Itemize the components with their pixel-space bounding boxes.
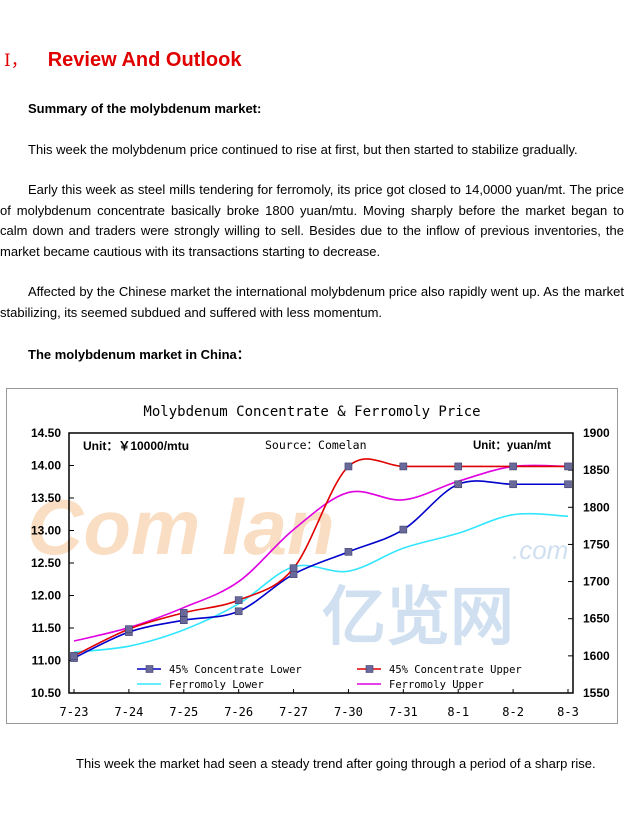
right-tick-label: 1550 <box>583 686 610 700</box>
data-point-45-concentrate-upper <box>70 652 78 660</box>
data-point-45-concentrate-lower <box>509 480 517 489</box>
legend-marker-45-concentrate-upper <box>365 665 374 673</box>
left-tick-label: 11.50 <box>32 621 62 635</box>
section-title: Review And Outlook <box>47 49 242 71</box>
series-line-45-concentrate-lower <box>73 480 568 659</box>
series-line-45-concentrate-upper <box>73 458 568 657</box>
chart-title: Molybdenum Concentrate & Ferromoly Price <box>143 404 480 420</box>
right-tick-label: 1700 <box>583 575 610 589</box>
data-point-45-concentrate-lower <box>454 480 463 489</box>
data-point-45-concentrate-lower <box>234 607 243 616</box>
watermark: Com lan .com 亿览网 <box>27 483 568 653</box>
x-tick-label: 7-26 <box>224 705 253 719</box>
watermark-chinese: 亿览网 <box>322 581 514 653</box>
x-tick-label: 8-1 <box>447 705 469 719</box>
section-heading: I， Review And Outlook <box>4 46 241 72</box>
left-unit-label: Unit：￥10000/mtu <box>83 439 189 453</box>
left-tick-label: 13.00 <box>31 524 61 538</box>
x-tick-label: 7-24 <box>114 705 143 719</box>
series-line-ferromoly-upper <box>73 464 569 642</box>
right-unit-label: Unit：yuan/mt <box>473 440 551 452</box>
closing-paragraph: This week the market had seen a steady t… <box>76 756 596 771</box>
x-tick-label: 7-25 <box>169 705 198 719</box>
right-tick-label: 1850 <box>583 463 610 477</box>
data-point-45-concentrate-upper <box>125 625 133 633</box>
legend-label-45-concentrate-lower: 45% Concentrate Lower <box>169 664 302 676</box>
section-number: I， <box>4 51 28 71</box>
data-point-45-concentrate-lower <box>344 548 353 556</box>
data-point-45-concentrate-upper <box>564 462 572 471</box>
data-point-45-concentrate-upper <box>179 608 188 617</box>
right-tick-label: 1750 <box>583 537 610 551</box>
left-tick-label: 12.00 <box>31 589 61 603</box>
right-tick-label: 1650 <box>583 612 610 626</box>
data-point-45-concentrate-lower <box>179 616 188 624</box>
left-tick-label: 14.00 <box>31 459 61 473</box>
data-point-45-concentrate-lower <box>399 525 408 534</box>
data-point-45-concentrate-upper <box>234 596 243 604</box>
data-point-45-concentrate-upper <box>454 462 463 471</box>
x-tick-label: 7-23 <box>60 705 89 719</box>
left-tick-label: 11.00 <box>32 654 62 668</box>
series-line-ferromoly-lower <box>73 512 569 653</box>
left-tick-label: 14.50 <box>31 426 61 440</box>
x-tick-label: 7-31 <box>389 705 418 719</box>
paragraph-1: This week the molybdenum price continued… <box>28 142 578 157</box>
legend-label-ferromoly-lower: Ferromoly Lower <box>169 679 264 691</box>
left-tick-label: 10.50 <box>31 686 61 700</box>
x-tick-label: 8-2 <box>502 705 524 719</box>
legend-label-ferromoly-upper: Ferromoly Upper <box>389 679 484 691</box>
x-tick-label: 7-27 <box>279 705 308 719</box>
x-tick-label: 7-30 <box>334 705 363 719</box>
watermark-text: Com lan <box>27 483 335 571</box>
watermark-sub: .com <box>512 535 568 565</box>
summary-title: Summary of the molybdenum market: <box>28 101 262 116</box>
paragraph-3: Affected by the Chinese market the inter… <box>0 284 624 320</box>
paragraph-2: Early this week as steel mills tendering… <box>0 182 624 259</box>
right-tick-label: 1800 <box>583 500 610 514</box>
x-tick-label: 8-3 <box>557 705 579 719</box>
china-market-title: The molybdenum market in China： <box>28 347 250 362</box>
price-chart-svg: Com lan .com 亿览网 Molybdenum Concentrate … <box>27 404 610 719</box>
right-tick-label: 1600 <box>583 649 610 663</box>
legend: 45% Concentrate Lower 45% Concentrate Upp… <box>137 664 522 691</box>
source-label: Source：Comelan <box>265 438 367 452</box>
right-tick-label: 1900 <box>583 426 610 440</box>
left-tick-label: 13.50 <box>31 491 61 505</box>
data-point-45-concentrate-upper <box>344 462 353 471</box>
data-point-45-concentrate-lower <box>564 480 572 489</box>
left-tick-label: 12.50 <box>31 556 61 570</box>
legend-marker-45-concentrate-lower <box>145 665 154 673</box>
legend-label-45-concentrate-upper: 45% Concentrate Upper <box>389 664 522 676</box>
data-point-45-concentrate-upper <box>399 462 408 471</box>
data-point-45-concentrate-upper <box>509 462 517 471</box>
price-chart: Com lan .com 亿览网 Molybdenum Concentrate … <box>6 388 618 724</box>
data-point-45-concentrate-upper <box>289 564 298 572</box>
